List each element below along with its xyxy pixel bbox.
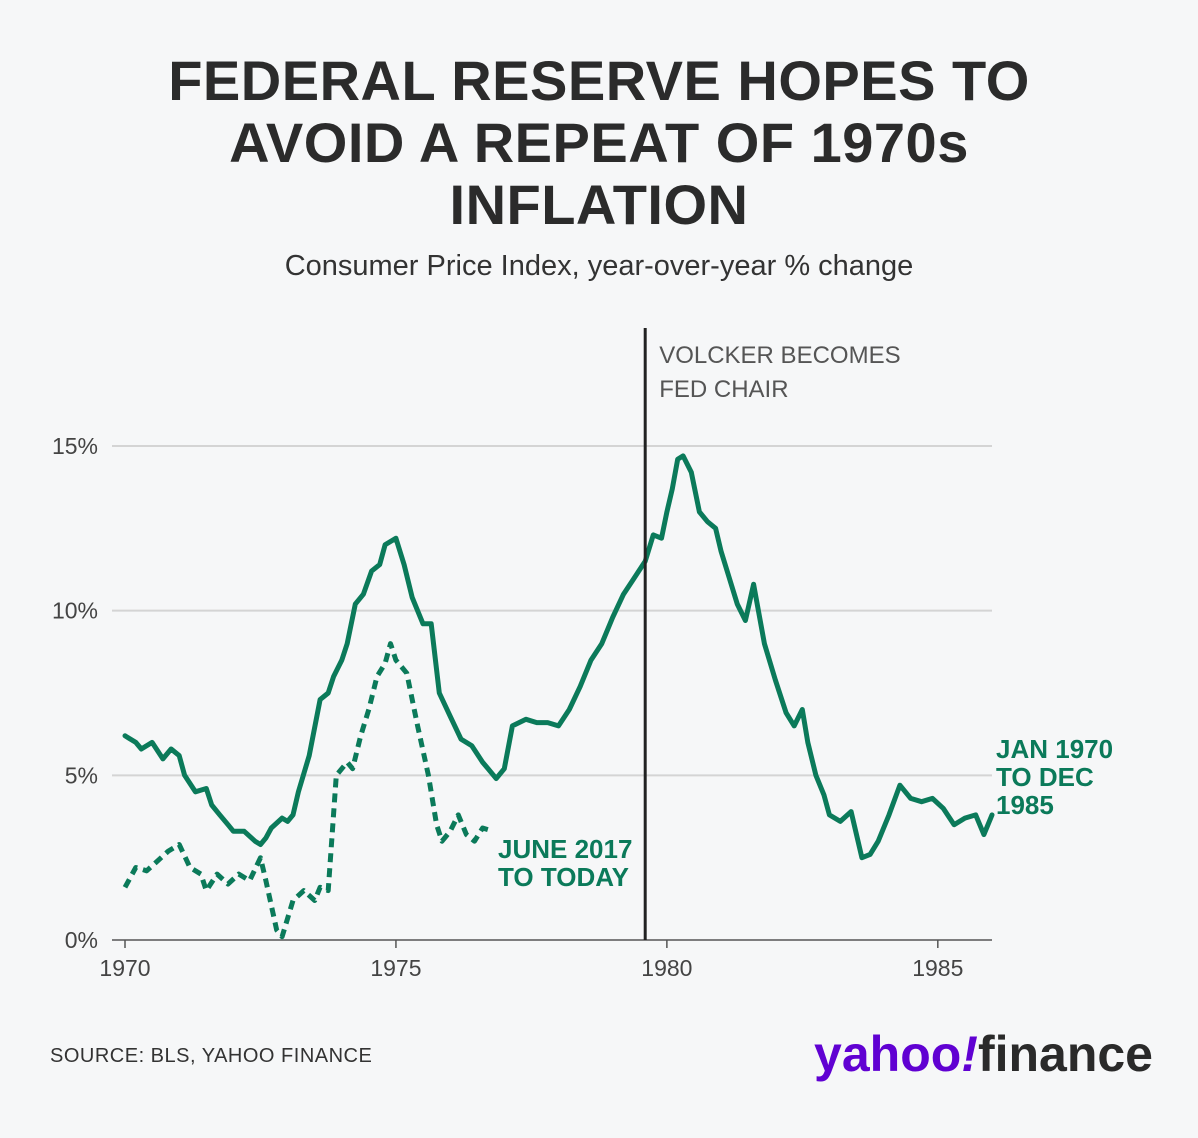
series-label-line: JUNE 2017	[498, 834, 632, 864]
series-label-line: JAN 1970	[996, 734, 1113, 764]
chart-subtitle: Consumer Price Index, year-over-year % c…	[284, 250, 914, 282]
series-layer	[122, 453, 995, 940]
x-tick-label: 1980	[641, 955, 692, 981]
yahoo-finance-logo: yahoo!finance	[814, 1024, 1153, 1084]
y-tick-label: 5%	[65, 762, 98, 788]
series-label-2017-today: JUNE 2017 TO TODAY	[498, 834, 632, 892]
series-label-line: TO DEC	[996, 762, 1094, 792]
series-label-line: TO TODAY	[498, 862, 629, 892]
x-tick-label: 1985	[912, 955, 963, 981]
series-label-line: 1985	[996, 790, 1054, 820]
x-axis-ticks: 1970 1975 1980 1985	[99, 940, 963, 981]
x-tick-label: 1975	[370, 955, 421, 981]
title-line-2: AVOID A REPEAT OF 1970s	[229, 111, 969, 174]
inflation-line-chart: 0% 5% 10% 15% 1970 1975 1980 1985 VOLCKER BECO…	[52, 328, 1113, 981]
logo-yahoo: yahoo	[814, 1026, 962, 1082]
title-line-3: INFLATION	[449, 173, 749, 236]
logo-finance: finance	[977, 1026, 1153, 1082]
volcker-annotation-line-2: FED CHAIR	[659, 376, 788, 403]
y-tick-label: 10%	[52, 598, 98, 624]
series-line-2017-today	[122, 641, 495, 940]
series-line-1970-1985	[122, 453, 995, 861]
chart-title: FEDERAL RESERVE HOPES TO AVOID A REPEAT …	[0, 50, 1198, 236]
y-tick-label: 0%	[65, 927, 98, 953]
x-tick-label: 1970	[99, 955, 150, 981]
y-tick-label: 15%	[52, 433, 98, 459]
y-axis-ticks: 0% 5% 10% 15%	[52, 433, 98, 953]
gridlines	[112, 445, 992, 941]
source-note: SOURCE: BLS, YAHOO FINANCE	[50, 1045, 373, 1067]
title-line-1: FEDERAL RESERVE HOPES TO	[168, 49, 1030, 112]
series-label-1970-1985: JAN 1970 TO DEC 1985	[996, 734, 1113, 820]
logo-bang: !	[961, 1026, 978, 1082]
volcker-annotation-line-1: VOLCKER BECOMES	[659, 342, 900, 369]
